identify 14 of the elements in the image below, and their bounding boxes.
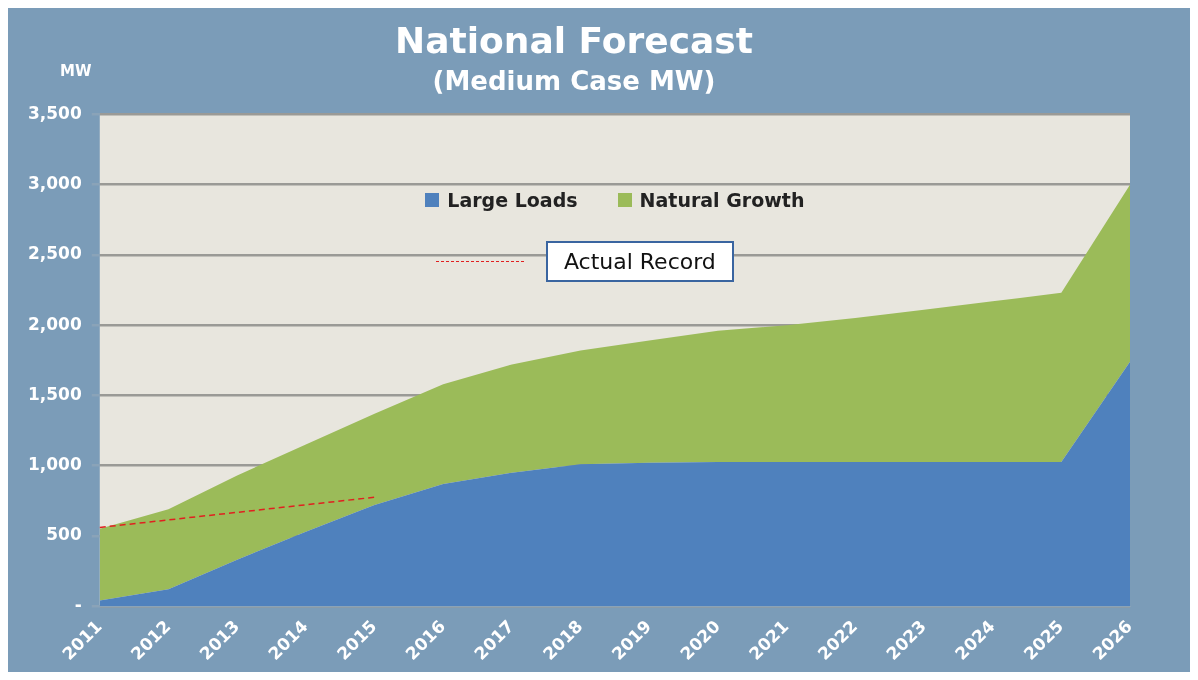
- y-tick-label: -: [74, 594, 82, 615]
- y-tick-label: 2,000: [27, 313, 82, 334]
- chart-title: National Forecast: [395, 19, 753, 61]
- y-tick-label: 500: [46, 524, 82, 545]
- y-tick-label: 3,000: [27, 173, 82, 194]
- chart-subtitle: (Medium Case MW): [432, 65, 716, 96]
- y-tick-label: 1,000: [27, 454, 82, 475]
- legend-label: Actual Record: [545, 241, 734, 283]
- y-tick-label: 2,500: [27, 243, 82, 264]
- y-tick-label: 3,500: [27, 102, 82, 123]
- legend-label: Large Loads: [447, 189, 578, 212]
- legend-label: Natural Growth: [639, 189, 805, 212]
- y-axis-title: MW: [60, 62, 92, 81]
- y-tick-label: 1,500: [27, 383, 82, 404]
